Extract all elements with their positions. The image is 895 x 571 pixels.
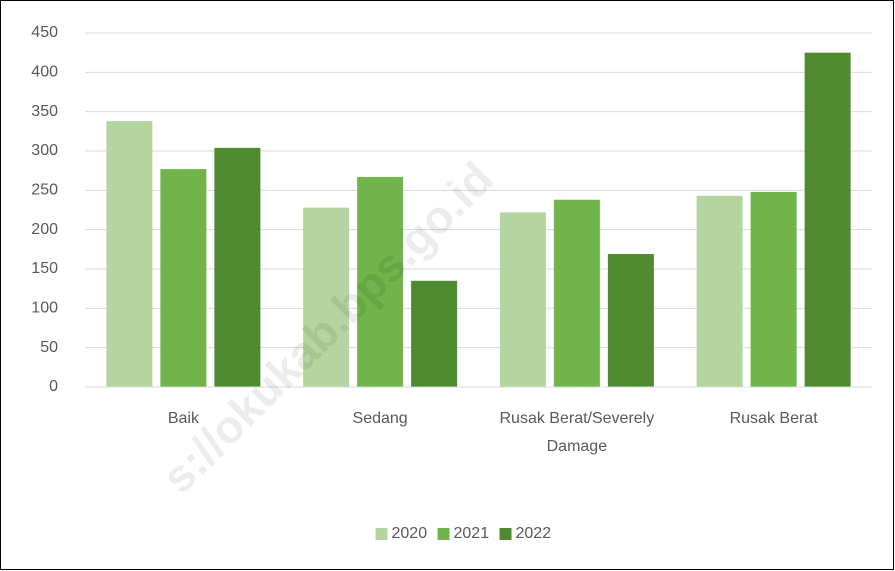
bar xyxy=(411,280,458,387)
y-tick-label: 400 xyxy=(31,64,58,81)
y-tick-label: 300 xyxy=(31,142,58,159)
x-tick-label: Sedang xyxy=(353,410,408,427)
bar xyxy=(357,176,404,387)
legend-label: 2020 xyxy=(392,525,428,542)
bar xyxy=(553,199,600,387)
bar xyxy=(750,191,797,387)
x-tick-label: Rusak Berat xyxy=(730,410,819,427)
bar xyxy=(160,169,207,387)
plot-area: 0 50 100 150 200 250 300 350 400 450 Baik Sedang Rus… xyxy=(31,24,872,542)
y-tick-label: 0 xyxy=(49,378,58,395)
y-tick-label: 50 xyxy=(40,339,58,356)
y-tick-label: 150 xyxy=(31,260,58,277)
y-tick-label: 450 xyxy=(31,24,58,41)
bar xyxy=(303,207,350,387)
legend-swatch xyxy=(375,528,388,540)
y-tick-label: 250 xyxy=(31,182,58,199)
y-tick-label: 350 xyxy=(31,103,58,120)
legend-label: 2021 xyxy=(454,525,490,542)
bar xyxy=(804,52,851,388)
x-tick-label: Rusak Berat/Severely Damage xyxy=(500,410,655,455)
bar xyxy=(499,212,546,387)
bar xyxy=(214,147,261,387)
legend-swatch xyxy=(499,528,512,540)
bar xyxy=(106,121,153,388)
legend-swatch xyxy=(437,528,450,540)
bar xyxy=(696,195,743,387)
legend-label: 2022 xyxy=(516,525,552,542)
x-tick-label: Baik xyxy=(168,410,200,427)
y-tick-label: 200 xyxy=(31,221,58,238)
bar xyxy=(607,254,654,387)
y-tick-label: 100 xyxy=(31,300,58,317)
